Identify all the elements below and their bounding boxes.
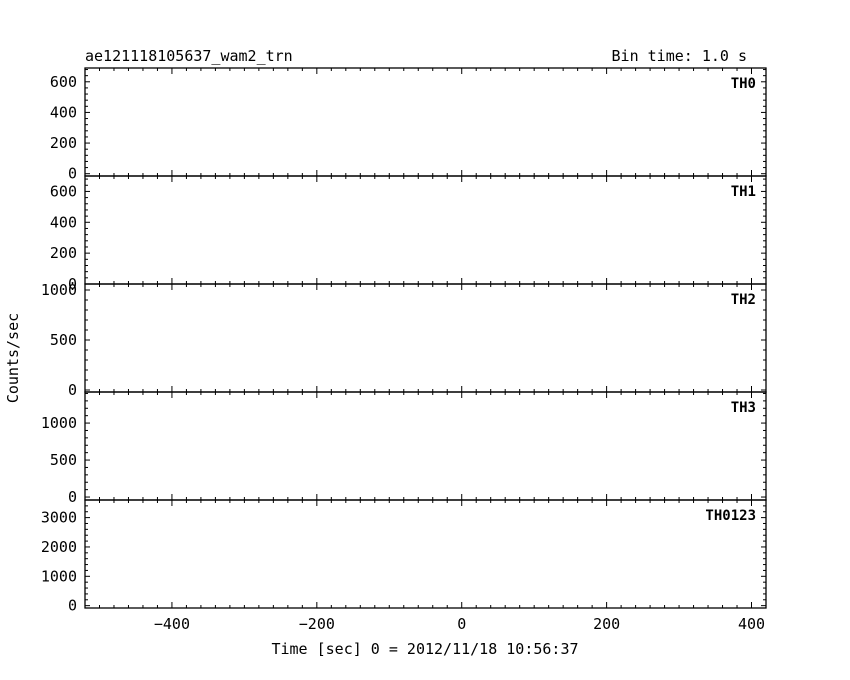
panel-frame bbox=[84, 175, 767, 285]
panel-frame bbox=[84, 499, 767, 609]
panel-th3: 0 500 1000 TH3 bbox=[41, 391, 767, 506]
plot-panels: 0 200 400 600 TH0 0 200 400 600 TH1 0 500 1000 TH2 0 50… bbox=[41, 67, 767, 615]
y-tick-label: 1000 bbox=[41, 414, 77, 432]
y-tick-label: 400 bbox=[50, 103, 77, 121]
y-tick-label: 500 bbox=[50, 331, 77, 349]
y-tick-label: 0 bbox=[68, 381, 77, 399]
chart-title: ae121118105637_wam2_trn bbox=[85, 47, 293, 65]
x-axis-title: Time [sec] 0 = 2012/11/18 10:56:37 bbox=[271, 640, 578, 658]
y-tick-label: 2000 bbox=[41, 538, 77, 556]
panel-th0: 0 200 400 600 TH0 bbox=[50, 67, 767, 183]
y-axis-title: Counts/sec bbox=[4, 313, 22, 403]
y-tick-label: 600 bbox=[50, 73, 77, 91]
x-tick-label: −400 bbox=[154, 615, 190, 633]
series-label-th0: TH0 bbox=[731, 76, 756, 92]
y-tick-label: 1000 bbox=[41, 281, 77, 299]
series-label-th2: TH2 bbox=[731, 292, 756, 308]
y-tick-label: 400 bbox=[50, 213, 77, 231]
y-tick-label: 0 bbox=[68, 165, 77, 183]
x-tick-label: −200 bbox=[299, 615, 335, 633]
y-tick-label: 0 bbox=[68, 597, 77, 615]
panel-frame bbox=[84, 283, 767, 393]
panel-th0123: 0 1000 2000 3000 TH0123 bbox=[41, 499, 767, 615]
y-tick-label: 1000 bbox=[41, 567, 77, 585]
panel-frame bbox=[84, 67, 767, 177]
y-tick-label: 200 bbox=[50, 134, 77, 152]
x-tick-label: 200 bbox=[593, 615, 620, 633]
panel-frame bbox=[84, 391, 767, 501]
y-tick-label: 500 bbox=[50, 451, 77, 469]
y-tick-label: 600 bbox=[50, 182, 77, 200]
series-label-th1: TH1 bbox=[731, 184, 756, 200]
y-tick-label: 0 bbox=[68, 275, 77, 293]
x-tick-label: 0 bbox=[457, 615, 466, 633]
series-label-th3: TH3 bbox=[731, 400, 756, 416]
y-tick-label: 200 bbox=[50, 244, 77, 262]
series-label-th0123: TH0123 bbox=[705, 508, 756, 524]
x-axis: −400 −200 0 200 400 bbox=[154, 615, 765, 633]
y-tick-label: 0 bbox=[68, 488, 77, 506]
bin-time-label: Bin time: 1.0 s bbox=[612, 47, 747, 65]
panel-th1: 0 200 400 600 TH1 bbox=[50, 175, 767, 293]
x-tick-label: 400 bbox=[738, 615, 765, 633]
panel-th2: 0 500 1000 TH2 bbox=[41, 281, 767, 399]
y-tick-label: 3000 bbox=[41, 509, 77, 527]
